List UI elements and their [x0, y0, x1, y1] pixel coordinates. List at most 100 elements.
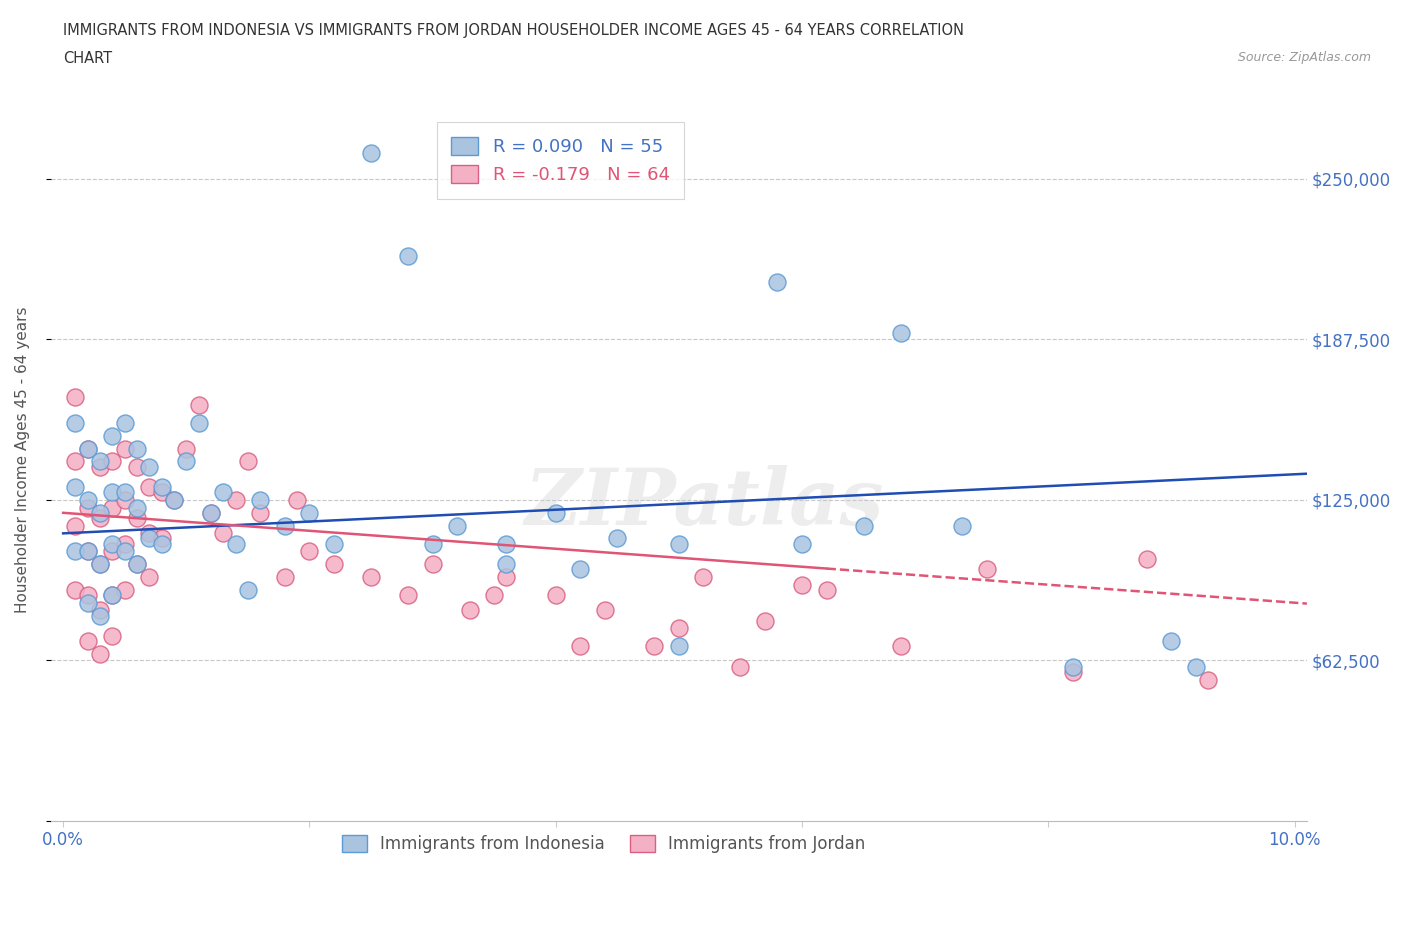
Point	[495, 569, 517, 584]
Point	[730, 659, 752, 674]
Point	[125, 557, 148, 572]
Point	[422, 537, 444, 551]
Point	[643, 639, 665, 654]
Point	[89, 608, 111, 623]
Point	[323, 557, 346, 572]
Point	[89, 557, 111, 572]
Point	[174, 454, 197, 469]
Point	[150, 531, 173, 546]
Text: Source: ZipAtlas.com: Source: ZipAtlas.com	[1237, 51, 1371, 64]
Text: IMMIGRANTS FROM INDONESIA VS IMMIGRANTS FROM JORDAN HOUSEHOLDER INCOME AGES 45 -: IMMIGRANTS FROM INDONESIA VS IMMIGRANTS …	[63, 23, 965, 38]
Point	[212, 526, 235, 541]
Point	[76, 493, 98, 508]
Point	[89, 603, 111, 618]
Point	[114, 485, 136, 499]
Point	[593, 603, 616, 618]
Point	[150, 480, 173, 495]
Point	[544, 505, 567, 520]
Point	[138, 569, 160, 584]
Point	[138, 531, 160, 546]
Point	[114, 441, 136, 456]
Point	[249, 505, 271, 520]
Point	[150, 485, 173, 499]
Point	[125, 500, 148, 515]
Point	[1185, 659, 1208, 674]
Point	[65, 582, 87, 597]
Point	[569, 639, 592, 654]
Point	[76, 588, 98, 603]
Point	[1136, 551, 1159, 566]
Point	[298, 544, 321, 559]
Point	[187, 397, 209, 412]
Point	[114, 416, 136, 431]
Point	[815, 582, 838, 597]
Point	[174, 441, 197, 456]
Y-axis label: Householder Income Ages 45 - 64 years: Householder Income Ages 45 - 64 years	[15, 307, 30, 613]
Point	[89, 557, 111, 572]
Point	[200, 505, 222, 520]
Point	[274, 569, 297, 584]
Point	[101, 454, 124, 469]
Point	[1062, 659, 1084, 674]
Point	[200, 505, 222, 520]
Point	[298, 505, 321, 520]
Point	[606, 531, 628, 546]
Point	[76, 441, 98, 456]
Point	[101, 588, 124, 603]
Point	[1197, 672, 1219, 687]
Point	[396, 248, 419, 263]
Point	[458, 603, 481, 618]
Point	[976, 562, 998, 577]
Point	[76, 544, 98, 559]
Point	[285, 493, 308, 508]
Point	[790, 537, 813, 551]
Point	[360, 569, 382, 584]
Point	[692, 569, 714, 584]
Point	[101, 485, 124, 499]
Point	[89, 511, 111, 525]
Point	[1062, 665, 1084, 680]
Point	[114, 537, 136, 551]
Point	[138, 526, 160, 541]
Point	[495, 537, 517, 551]
Point	[852, 518, 875, 533]
Point	[396, 588, 419, 603]
Point	[101, 588, 124, 603]
Point	[422, 557, 444, 572]
Point	[163, 493, 186, 508]
Point	[482, 588, 505, 603]
Point	[76, 441, 98, 456]
Point	[150, 537, 173, 551]
Point	[76, 500, 98, 515]
Point	[125, 441, 148, 456]
Point	[668, 639, 690, 654]
Point	[360, 146, 382, 161]
Point	[446, 518, 468, 533]
Point	[114, 493, 136, 508]
Point	[65, 518, 87, 533]
Point	[89, 454, 111, 469]
Point	[766, 274, 789, 289]
Point	[65, 454, 87, 469]
Point	[889, 326, 911, 340]
Point	[138, 459, 160, 474]
Point	[138, 480, 160, 495]
Point	[65, 480, 87, 495]
Point	[212, 485, 235, 499]
Point	[125, 511, 148, 525]
Point	[101, 500, 124, 515]
Point	[101, 629, 124, 644]
Point	[76, 633, 98, 648]
Point	[65, 416, 87, 431]
Point	[544, 588, 567, 603]
Point	[76, 544, 98, 559]
Point	[163, 493, 186, 508]
Point	[65, 390, 87, 405]
Point	[495, 557, 517, 572]
Point	[323, 537, 346, 551]
Point	[1160, 633, 1182, 648]
Point	[101, 544, 124, 559]
Text: ZIPatlas: ZIPatlas	[524, 465, 883, 541]
Point	[236, 454, 259, 469]
Point	[668, 621, 690, 636]
